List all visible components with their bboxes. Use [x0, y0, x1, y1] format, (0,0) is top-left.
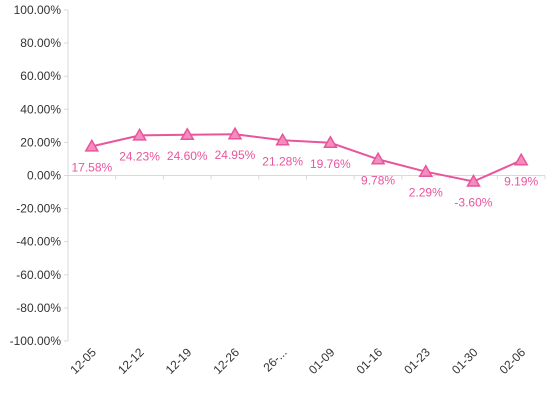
y-tick-label: -100.00%: [10, 334, 62, 348]
data-point-marker: [513, 152, 529, 166]
data-point-marker: [466, 173, 481, 187]
x-tick-label: 01-30: [449, 345, 481, 377]
data-label: 24.95%: [215, 148, 256, 162]
data-point-marker: [84, 138, 100, 152]
x-tick-label: 12-05: [67, 345, 99, 377]
x-tick-label: 01-23: [401, 345, 433, 377]
x-tick-label: 12-26: [210, 345, 242, 377]
data-label: 17.58%: [71, 160, 112, 174]
y-tick-label: -20.00%: [16, 202, 61, 216]
x-tick-label: 12-12: [115, 345, 147, 377]
y-tick-label: -80.00%: [16, 301, 61, 315]
y-axis: 100.00% 80.00% 60.00% 40.00% 20.00% 0.00% -20.…: [10, 3, 69, 348]
series-layer: [84, 126, 529, 187]
data-point-marker: [370, 151, 386, 165]
data-point-marker: [132, 127, 147, 141]
data-point-marker: [227, 126, 243, 140]
data-label: -3.60%: [454, 195, 492, 209]
data-label: 2.29%: [409, 186, 443, 200]
data-label: 19.76%: [310, 157, 351, 171]
data-point-marker: [180, 127, 195, 141]
data-label: 24.23%: [119, 149, 160, 163]
data-label-layer: 17.58% 24.23% 24.60% 24.95% 21.28% 19.76% 9.78…: [71, 148, 538, 209]
data-label: 9.78%: [361, 173, 395, 187]
series-line: [91, 133, 522, 183]
y-tick-label: 20.00%: [20, 135, 61, 149]
x-tick-label: 02-06: [497, 345, 529, 377]
x-tick-label: 12-19: [163, 345, 195, 377]
data-label: 24.60%: [167, 149, 208, 163]
data-label: 9.19%: [504, 174, 538, 188]
y-tick-label: -40.00%: [16, 235, 61, 249]
y-tick-label: 40.00%: [20, 102, 61, 116]
data-point-marker: [275, 132, 290, 146]
y-tick-label: 100.00%: [14, 3, 62, 17]
x-tick-label: 26-...: [261, 345, 290, 374]
data-point-marker: [418, 164, 434, 177]
y-tick-label: 0.00%: [27, 169, 61, 183]
y-tick-label: -60.00%: [16, 268, 61, 282]
x-tick-label: 01-09: [306, 345, 338, 377]
data-point-marker: [323, 135, 338, 149]
y-tick-label: 60.00%: [20, 69, 61, 83]
x-tick-label: 01-16: [354, 345, 386, 377]
y-tick-label: 80.00%: [20, 36, 61, 50]
data-label: 21.28%: [262, 154, 303, 168]
